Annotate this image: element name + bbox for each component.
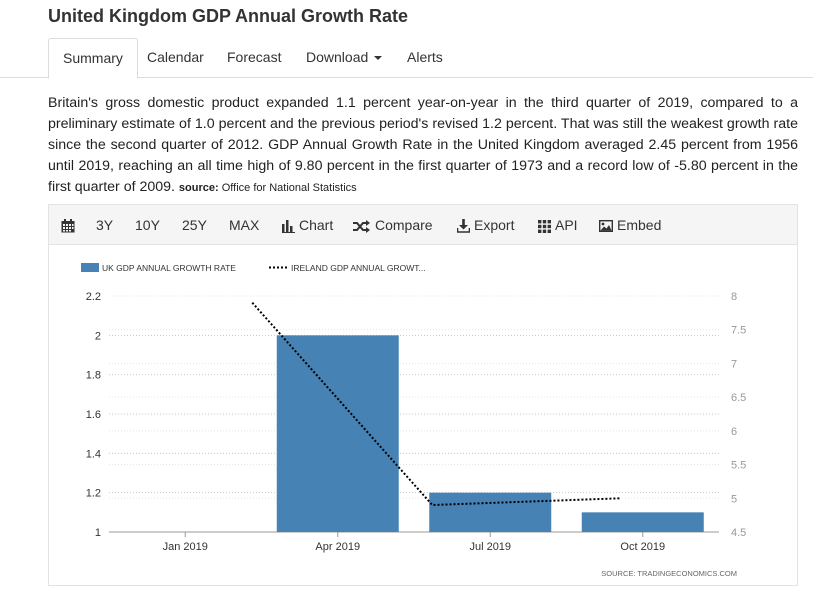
tab-download[interactable]: Download [292, 38, 396, 78]
compare-button-label: Compare [375, 217, 433, 233]
chart-button[interactable]: Chart [282, 205, 333, 245]
y-left-tick-label: 1.4 [86, 448, 101, 460]
calendar-icon[interactable] [61, 205, 79, 245]
y-right-tick-label: 5 [731, 493, 737, 505]
bar-uk-gdp [581, 512, 704, 532]
bar-uk-gdp [276, 335, 399, 532]
legend-label-uk: UK GDP ANNUAL GROWTH RATE [102, 263, 236, 273]
range-10y-button[interactable]: 10Y [135, 217, 160, 233]
y-right-tick-label: 7 [731, 358, 737, 370]
bar-chart-icon [282, 219, 295, 233]
y-right-tick-label: 6 [731, 426, 737, 438]
legend-swatch-uk [81, 263, 99, 272]
export-button-label: Export [474, 217, 515, 233]
legend-label-ireland: IRELAND GDP ANNUAL GROWT... [291, 263, 426, 273]
embed-button-label: Embed [617, 217, 662, 233]
range-3y-button[interactable]: 3Y [96, 217, 114, 233]
api-button[interactable]: API [538, 205, 578, 245]
source-label: source: [178, 182, 219, 194]
api-button-label: API [555, 217, 578, 233]
chart-panel: 3Y 10Y 25Y MAX Chart Compare Export API … [48, 204, 798, 586]
y-left-tick-label: 2 [95, 330, 101, 342]
y-left-tick-label: 1.6 [86, 409, 101, 421]
y-right-tick-label: 8 [731, 291, 737, 303]
summary-description: Britain's gross domestic product expande… [48, 93, 798, 199]
tab-calendar[interactable]: Calendar [147, 49, 204, 65]
chart-source: SOURCE: TRADINGECONOMICS.COM [601, 569, 737, 578]
source-name[interactable]: Office for National Statistics [221, 182, 357, 194]
x-tick-label: Jul 2019 [469, 541, 511, 553]
range-25y-button[interactable]: 25Y [182, 217, 207, 233]
shuffle-icon [353, 219, 370, 233]
tab-download-label: Download [306, 49, 369, 65]
x-tick-label: Jan 2019 [163, 541, 208, 553]
grid-icon [538, 219, 551, 233]
y-left-tick-label: 2.2 [86, 291, 101, 303]
tab-bar: Summary Calendar Forecast Download Alert… [0, 38, 813, 79]
gdp-chart: 1 1.2 1.4 1.6 1.8 2 2.2 4.5 5 5.5 6 6.5 7 7.5 8 Jan 201… [81, 263, 746, 578]
y-right-tick-label: 4.5 [731, 527, 746, 539]
tab-summary[interactable]: Summary [48, 38, 138, 79]
y-left-tick-label: 1.2 [86, 488, 101, 500]
y-left-tick-label: 1 [95, 527, 101, 539]
chart-toolbar: 3Y 10Y 25Y MAX Chart Compare Export API … [49, 205, 797, 245]
x-tick-label: Oct 2019 [620, 541, 665, 553]
y-right-tick-label: 5.5 [731, 460, 746, 472]
chevron-down-icon [374, 56, 383, 61]
image-icon [599, 220, 613, 233]
bar-uk-gdp [429, 492, 552, 532]
y-left-tick-label: 1.8 [86, 370, 101, 382]
chart-area: 1 1.2 1.4 1.6 1.8 2 2.2 4.5 5 5.5 6 6.5 7 7.5 8 Jan 201… [49, 246, 797, 586]
y-right-tick-label: 6.5 [731, 392, 746, 404]
chart-button-label: Chart [299, 217, 334, 233]
export-button[interactable]: Export [457, 205, 514, 245]
y-right-tick-label: 7.5 [731, 325, 746, 337]
range-max-button[interactable]: MAX [229, 217, 260, 233]
compare-button[interactable]: Compare [353, 205, 433, 245]
tab-forecast[interactable]: Forecast [227, 49, 282, 65]
description-text: Britain's gross domestic product expande… [48, 95, 798, 195]
page-title: United Kingdom GDP Annual Growth Rate [48, 6, 408, 26]
x-tick-label: Apr 2019 [315, 541, 360, 553]
tab-alerts[interactable]: Alerts [407, 49, 443, 65]
download-icon [457, 219, 470, 234]
source-line: source: Office for National Statistics [179, 182, 357, 194]
embed-button[interactable]: Embed [599, 205, 661, 245]
